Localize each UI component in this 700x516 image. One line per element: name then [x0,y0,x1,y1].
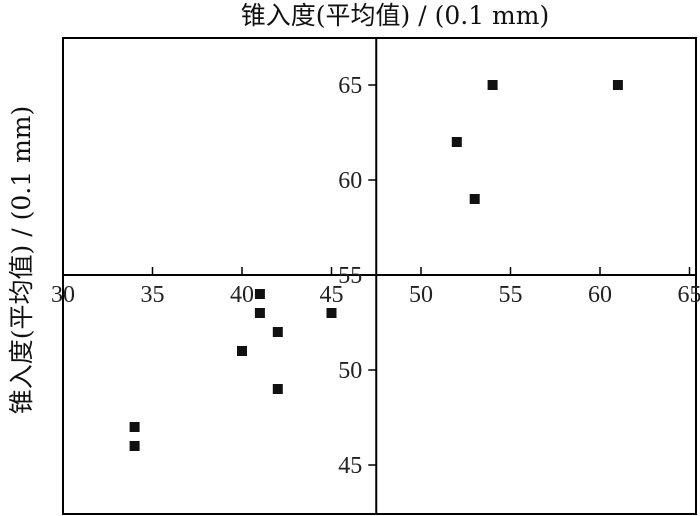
y-axis-ticks: 45 50 55 60 65 [338,73,377,479]
data-point [451,137,462,147]
data-point [254,308,265,318]
x-tick-label: 50 [409,282,433,308]
data-point [326,308,337,318]
data-point [272,327,283,337]
data-point [272,384,283,394]
x-tick-label: 45 [320,282,344,308]
x-axis-ticks: 30 35 40 45 50 55 60 65 [51,267,700,308]
data-point [487,80,498,90]
data-point [612,80,623,90]
y-tick-label: 60 [338,168,362,194]
data-point [469,194,480,204]
x-tick-label: 30 [51,282,75,308]
data-point [129,441,140,451]
x-tick-label: 65 [678,282,700,308]
x-tick-label: 55 [499,282,523,308]
axes [63,38,696,514]
data-point [254,289,265,299]
data-point [237,346,247,356]
x-tick-label: 40 [230,282,254,308]
data-point [129,422,140,432]
y-tick-label: 45 [338,453,362,479]
data-points [129,80,623,451]
x-tick-label: 35 [141,282,165,308]
y-tick-label: 50 [338,358,362,384]
y-tick-label: 55 [338,263,362,289]
y-tick-label: 65 [338,73,362,99]
chart-title: 锥入度(平均值) / (0.1 mm) [241,1,549,30]
x-tick-label: 60 [588,282,612,308]
y-axis-label: 锥入度(平均值) / (0.1 mm) [7,106,36,414]
